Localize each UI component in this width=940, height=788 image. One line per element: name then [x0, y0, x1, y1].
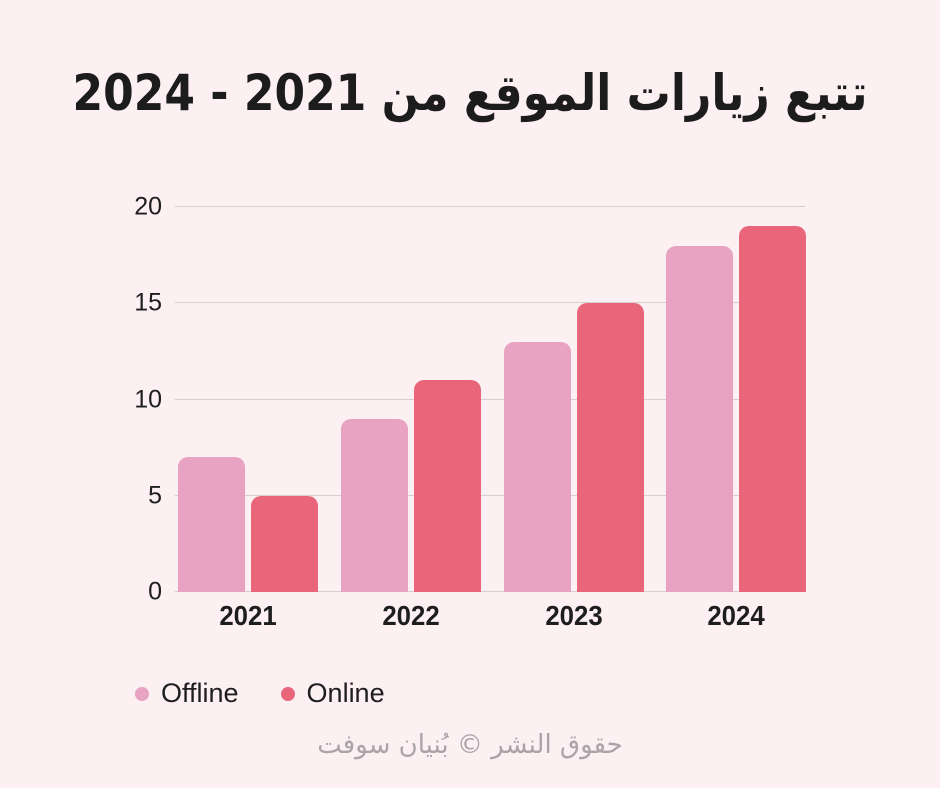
gridline-10	[175, 398, 805, 400]
x-axis-label-2022: 2022	[382, 600, 440, 631]
bar-offline-2022	[341, 418, 408, 592]
bar-group-2023	[504, 303, 644, 592]
legend-item-online: Online	[280, 678, 385, 709]
plot-area: 0 5 10 15 20 2021 2022 2023 2024	[134, 194, 806, 631]
bar-offline-2023	[504, 341, 571, 592]
chart-title: تتبع زيارات الموقع من 2021 - 2024	[72, 64, 868, 122]
gridline-20	[175, 206, 805, 207]
bar-offline-2024	[666, 245, 733, 592]
gridline-15	[175, 302, 805, 304]
offline-legend-dot-icon	[135, 686, 149, 701]
y-axis-label-20: 20	[134, 192, 162, 221]
legend-label-offline: Offline	[161, 678, 239, 708]
bar-online-2021	[251, 495, 318, 592]
bar-online-2022	[414, 380, 481, 592]
y-axis-label-15: 15	[134, 288, 162, 317]
x-axis-label-2024: 2024	[707, 600, 765, 631]
legend-item-offline: Offline	[135, 678, 239, 709]
bar-online-2023	[577, 303, 644, 592]
copyright-credit: حقوق النشر © بُنيان سوفت	[317, 730, 623, 760]
y-axis-label-0: 0	[148, 577, 162, 606]
bar-online-2024	[739, 226, 806, 592]
bar-group-2021	[178, 457, 318, 592]
gridline-5	[175, 494, 805, 496]
bar-group-2022	[341, 380, 481, 592]
x-axis-label-2023: 2023	[545, 600, 603, 631]
x-axis-label-2021: 2021	[219, 600, 277, 631]
chart-legend: Offline Online	[135, 678, 385, 709]
gridline-0	[175, 591, 805, 592]
online-legend-dot-icon	[280, 686, 295, 701]
y-axis-label-10: 10	[134, 385, 162, 413]
legend-label-online: Online	[306, 678, 385, 708]
bar-group-2024	[666, 226, 806, 592]
y-axis-label-5: 5	[148, 481, 162, 510]
bar-offline-2021	[178, 457, 245, 592]
